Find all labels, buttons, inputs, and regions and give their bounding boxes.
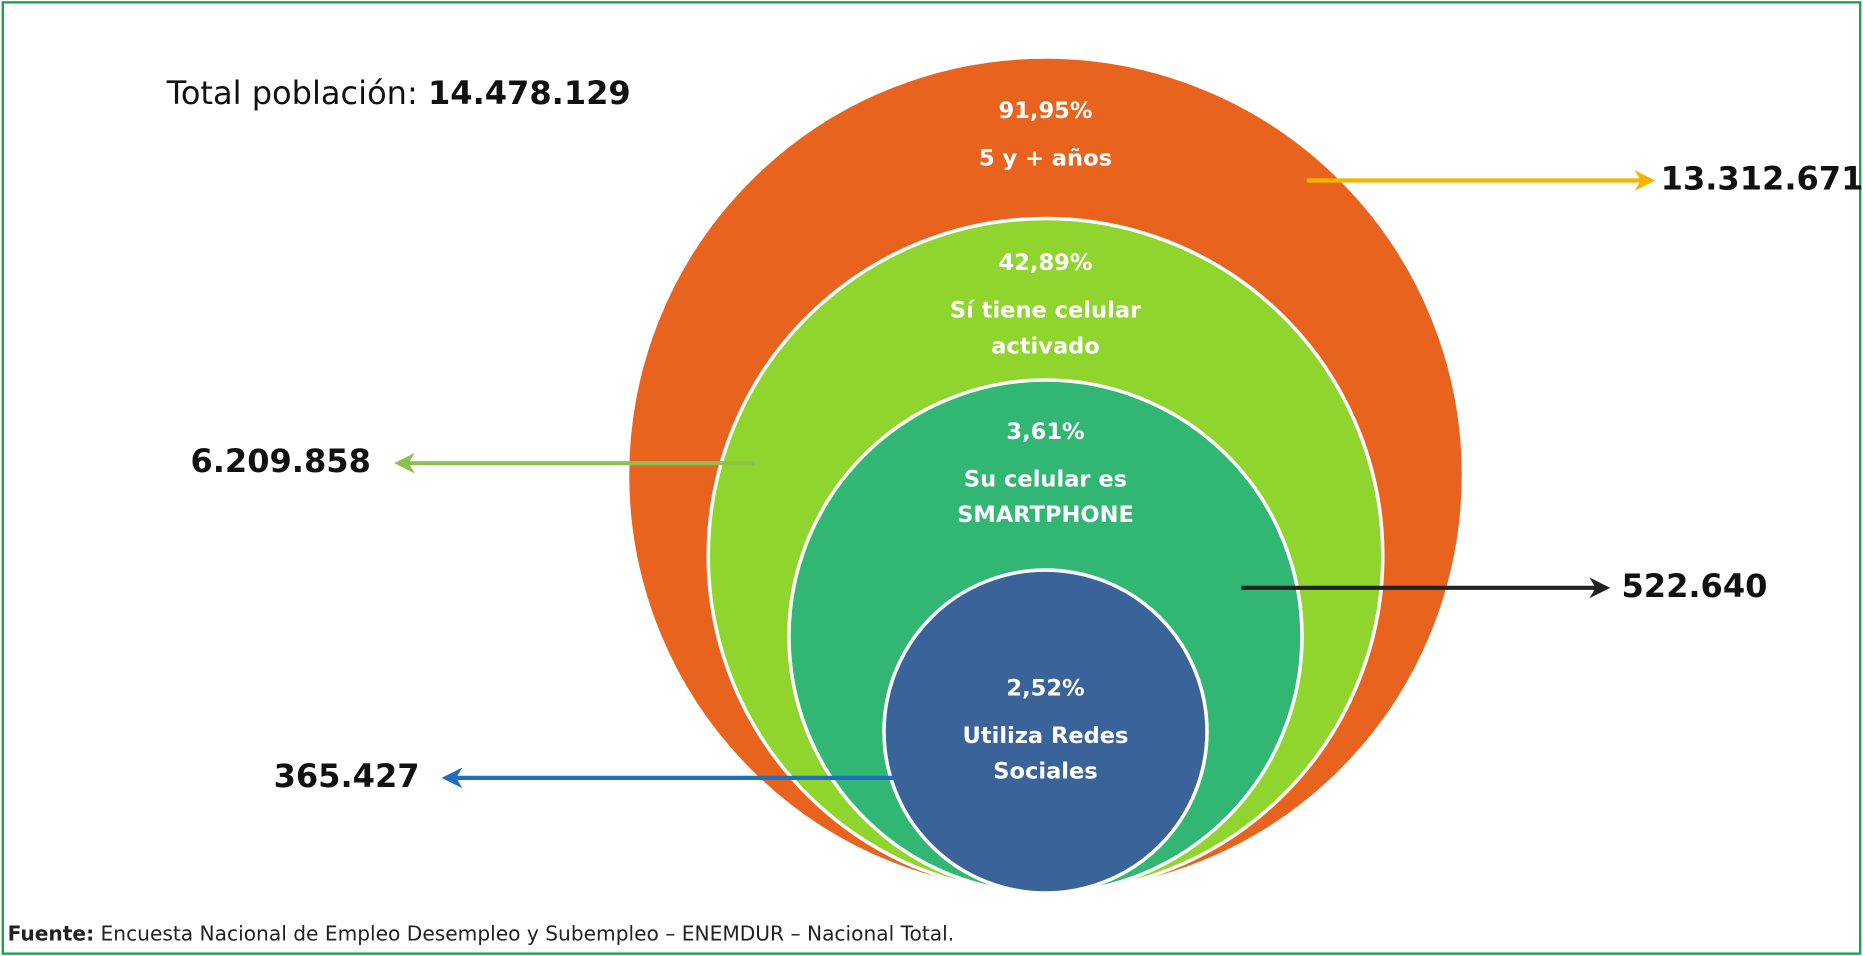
ring-label: activado <box>991 333 1100 359</box>
source: Fuente: Encuesta Nacional de Empleo Dese… <box>8 921 955 945</box>
ring <box>882 568 1209 895</box>
ring-label: SMARTPHONE <box>957 502 1134 528</box>
ring-percent: 42,89% <box>999 250 1093 276</box>
ring-percent: 3,61% <box>1006 419 1084 445</box>
value-label: 6.209.858 <box>190 442 370 480</box>
ring-label: Su celular es <box>964 466 1127 492</box>
ring-percent: 91,95% <box>999 98 1093 124</box>
value-label: 522.640 <box>1621 567 1767 605</box>
ring-label: Sí tiene celular <box>950 298 1142 324</box>
ring-percent: 2,52% <box>1006 675 1084 701</box>
total-label: Total población: 14.478.129 <box>166 74 631 112</box>
value-label: 13.312.671 <box>1661 160 1863 198</box>
value-label: 365.427 <box>274 757 420 795</box>
ring-label: Utiliza Redes <box>963 723 1129 749</box>
ring-label: Sociales <box>993 758 1097 784</box>
ring-label: 5 y + años <box>979 146 1112 172</box>
